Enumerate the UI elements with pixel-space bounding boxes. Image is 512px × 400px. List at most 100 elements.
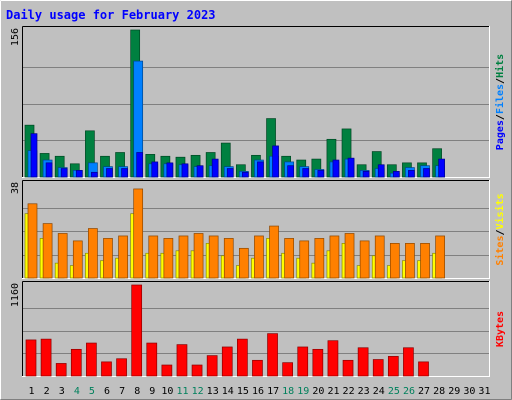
bar-sites bbox=[163, 238, 174, 279]
bar-sites bbox=[88, 228, 98, 279]
x-tick-label: 22 bbox=[343, 386, 355, 397]
panel-visits_sites: 38 Sites/Visits bbox=[10, 180, 506, 279]
bar-kbytes bbox=[372, 359, 384, 377]
bar-pages bbox=[392, 170, 400, 178]
bar-sites bbox=[284, 238, 294, 279]
legend: KBytes bbox=[495, 311, 506, 347]
bar-kbytes bbox=[418, 361, 429, 377]
x-tick-label: 30 bbox=[463, 386, 475, 397]
x-tick-label: 8 bbox=[134, 386, 140, 397]
x-tick-label: 12 bbox=[192, 386, 204, 397]
bar-sites bbox=[314, 238, 325, 279]
bar-sites bbox=[118, 235, 128, 279]
bar-pages bbox=[106, 168, 113, 178]
x-tick-label: 19 bbox=[297, 386, 309, 397]
y-max-label: 156 bbox=[10, 28, 21, 46]
bar-kbytes bbox=[146, 342, 158, 377]
bar-sites bbox=[103, 238, 113, 279]
bar-sites bbox=[269, 225, 279, 279]
x-tick-label: 1 bbox=[29, 386, 35, 397]
x-tick-label: 10 bbox=[161, 386, 173, 397]
bar-sites bbox=[42, 223, 53, 279]
bar-pages bbox=[151, 161, 159, 178]
bar-pages bbox=[317, 170, 325, 178]
bar-pages bbox=[75, 170, 83, 178]
legend-kbytes: KBytes bbox=[495, 311, 506, 347]
bar-kbytes bbox=[40, 338, 52, 377]
bar-pages bbox=[45, 162, 53, 178]
bar-kbytes bbox=[206, 355, 218, 377]
bar-pages bbox=[438, 158, 445, 178]
y-max-label: 38 bbox=[10, 182, 21, 194]
bar-sites bbox=[148, 235, 159, 279]
bar-sites bbox=[193, 233, 204, 279]
bar-kbytes bbox=[297, 346, 309, 377]
bar-sites bbox=[178, 235, 189, 279]
bar-pages bbox=[181, 163, 189, 178]
x-tick-label: 25 bbox=[388, 386, 400, 397]
bar-pages bbox=[91, 171, 98, 178]
x-tick-label: 9 bbox=[149, 386, 155, 397]
bar-kbytes bbox=[357, 347, 369, 377]
bar-sites bbox=[223, 238, 234, 279]
panel-kbytes: 1160 KBytes bbox=[10, 281, 506, 377]
bar-pages bbox=[121, 168, 128, 178]
panel-hits_files_pages: 156 Pages/Files/Hits bbox=[10, 26, 506, 178]
bar-sites bbox=[299, 240, 310, 279]
bar-kbytes bbox=[116, 358, 127, 377]
bar-kbytes bbox=[312, 348, 324, 377]
bar-sites bbox=[405, 243, 415, 279]
x-tick-label: 4 bbox=[74, 386, 80, 397]
x-tick-label: 21 bbox=[327, 386, 339, 397]
bar-pages bbox=[196, 165, 204, 178]
legend-files: Files bbox=[494, 84, 506, 114]
bar-sites bbox=[359, 240, 370, 279]
legend-pages: Pages bbox=[495, 120, 506, 150]
bar-pages bbox=[30, 133, 38, 178]
legend: Pages/Files/Hits bbox=[494, 54, 506, 150]
legend-visits: Visits bbox=[494, 193, 506, 229]
bar-kbytes bbox=[342, 359, 354, 377]
bar-sites bbox=[344, 233, 355, 279]
bar-pages bbox=[377, 164, 385, 178]
bar-kbytes bbox=[252, 359, 263, 377]
bar-sites bbox=[27, 203, 38, 279]
bar-sites bbox=[208, 235, 219, 279]
x-tick-label: 28 bbox=[433, 386, 445, 397]
bar-kbytes bbox=[191, 364, 203, 377]
bar-sites bbox=[57, 233, 68, 279]
bar-pages bbox=[362, 170, 370, 178]
x-tick-label: 23 bbox=[358, 386, 370, 397]
x-tick-label: 24 bbox=[373, 386, 385, 397]
x-tick-label: 11 bbox=[176, 386, 188, 397]
bar-pages bbox=[408, 170, 415, 178]
bar-kbytes bbox=[25, 339, 37, 377]
x-tick-label: 18 bbox=[282, 386, 294, 397]
chart-title: Daily usage for February 2023 bbox=[6, 8, 216, 22]
bar-kbytes bbox=[55, 363, 67, 377]
x-tick-label: 20 bbox=[312, 386, 324, 397]
bar-sites bbox=[435, 235, 445, 279]
x-tick-label: 7 bbox=[119, 386, 125, 397]
bar-pages bbox=[423, 168, 430, 178]
bar-sites bbox=[374, 235, 385, 279]
legend: Sites/Visits bbox=[494, 193, 506, 265]
bar-pages bbox=[242, 171, 249, 178]
x-axis-labels: 1 2 3 4 5 6 7 8 9 10 11 12 13 14 15 16 17 18 19 20 21 22 23 24 2… bbox=[29, 386, 491, 397]
bar-pages bbox=[136, 152, 144, 178]
bar-kbytes bbox=[237, 338, 248, 377]
bar-kbytes bbox=[387, 356, 399, 377]
x-tick-label: 15 bbox=[237, 386, 249, 397]
x-tick-label: 5 bbox=[89, 386, 95, 397]
y-max-label: 1160 bbox=[10, 283, 21, 307]
x-tick-label: 6 bbox=[104, 386, 110, 397]
legend-sites: Sites bbox=[494, 236, 506, 266]
bar-kbytes bbox=[161, 364, 173, 377]
bar-pages bbox=[257, 161, 264, 178]
x-tick-label: 31 bbox=[478, 386, 490, 397]
bar-sites bbox=[254, 235, 264, 279]
bar-kbytes bbox=[267, 333, 278, 377]
bar-kbytes bbox=[70, 348, 82, 377]
legend-hits: Hits bbox=[494, 54, 506, 78]
